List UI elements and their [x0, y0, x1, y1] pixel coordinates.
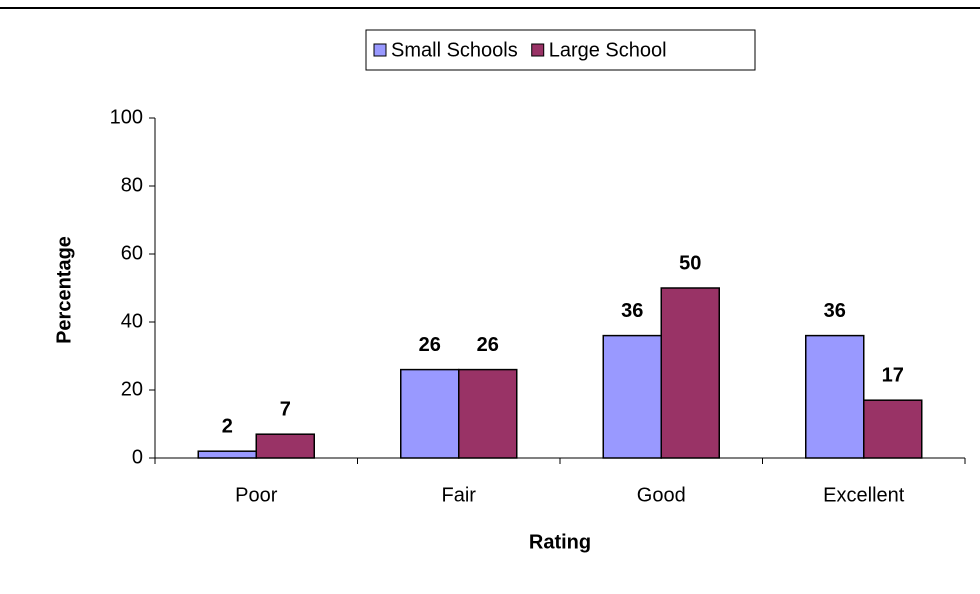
data-label: 7	[280, 398, 291, 420]
legend-swatch	[373, 43, 387, 57]
x-tick-label: Good	[637, 484, 686, 506]
bar	[660, 287, 720, 459]
x-tick-label: Fair	[442, 484, 477, 506]
x-tick-label: Poor	[235, 484, 278, 506]
y-tick-label: 100	[110, 106, 143, 128]
y-tick-label: 20	[121, 378, 143, 400]
y-tick-label: 40	[121, 310, 143, 332]
legend-swatch	[531, 43, 545, 57]
legend-label: Large School	[549, 39, 667, 61]
bar	[805, 334, 865, 459]
y-tick-label: 0	[132, 446, 143, 468]
y-tick-label: 80	[121, 174, 143, 196]
bar	[255, 433, 315, 459]
x-tick-label: Excellent	[823, 484, 905, 506]
data-label: 36	[621, 300, 643, 322]
data-label: 26	[419, 334, 441, 356]
legend-label: Small Schools	[391, 39, 518, 61]
data-label: 50	[679, 252, 701, 274]
legend-box	[365, 29, 756, 71]
bar	[400, 368, 460, 459]
data-label: 36	[824, 300, 846, 322]
data-label: 17	[882, 364, 904, 386]
bar	[863, 399, 923, 459]
y-tick-label: 60	[121, 242, 143, 264]
data-label: 26	[477, 334, 499, 356]
data-label: 2	[222, 415, 233, 437]
bar	[458, 368, 518, 459]
bar	[602, 334, 662, 459]
bar	[197, 450, 257, 459]
y-axis-title: Percentage	[53, 236, 75, 344]
x-axis-title: Rating	[529, 531, 591, 553]
